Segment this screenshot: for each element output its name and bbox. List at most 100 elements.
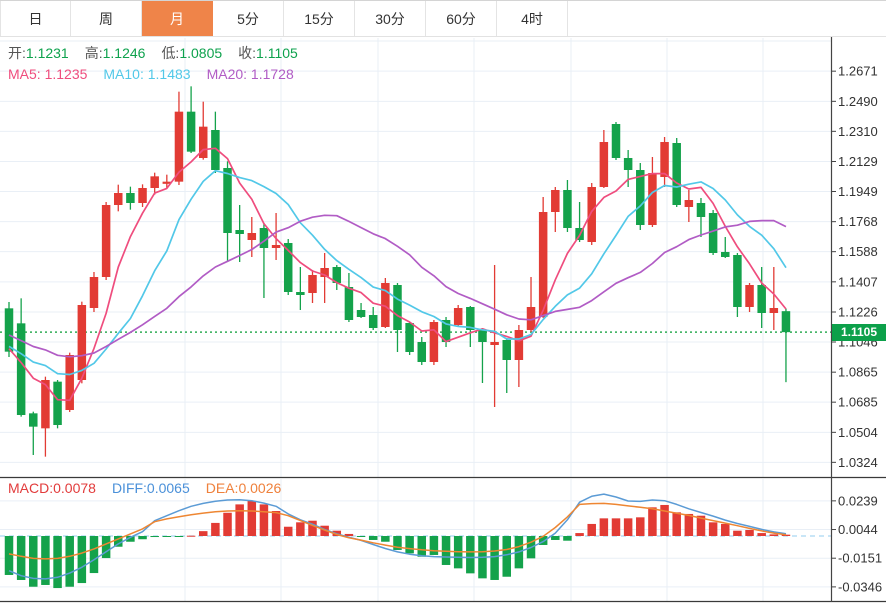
candle-body-60 (733, 255, 742, 307)
candle-body-8 (101, 205, 111, 277)
tab-15分[interactable]: 15分 (284, 1, 355, 36)
tab-日[interactable]: 日 (0, 1, 71, 36)
tab-60分[interactable]: 60分 (426, 1, 497, 36)
y-axis-label: 1.0865 (838, 365, 878, 380)
macd-bar-21 (259, 504, 269, 536)
candle-body-18 (223, 168, 232, 233)
y-axis-label: 1.0685 (838, 395, 878, 410)
macd-bar-29 (356, 536, 366, 537)
candle-body-0 (4, 308, 14, 352)
candle-body-59 (721, 252, 730, 257)
macd-bar-20 (247, 501, 257, 536)
candle-body-6 (77, 305, 87, 380)
macd-bar-57 (696, 515, 706, 536)
macd-bar-35 (429, 536, 439, 555)
y-axis-label: 1.1226 (838, 305, 878, 320)
candle-body-31 (381, 283, 390, 327)
macd-bar-60 (733, 530, 742, 536)
tab-周[interactable]: 周 (71, 1, 142, 36)
macd-bar-25 (308, 520, 317, 536)
macd-bar-22 (271, 511, 281, 536)
macd-bar-40 (490, 536, 499, 580)
macd-bar-5 (65, 536, 74, 587)
macd-bar-48 (587, 523, 596, 536)
macd-bar-34 (417, 536, 427, 557)
candle-body-61 (745, 285, 754, 307)
candle-body-33 (405, 323, 414, 352)
macd-bar-49 (599, 518, 609, 536)
y-axis-label: 1.1407 (838, 274, 878, 289)
gridlines (0, 38, 831, 601)
candle-body-37 (453, 308, 463, 325)
tab-30分[interactable]: 30分 (355, 1, 426, 36)
candle-body-32 (393, 285, 402, 330)
candle-body-12 (150, 176, 159, 188)
y-axis-label: 1.2490 (838, 94, 878, 109)
y-axis-label: 1.0324 (838, 455, 878, 470)
y-axis-label: 0.0239 (838, 493, 878, 508)
macd-bar-23 (283, 526, 293, 536)
macd-bar-56 (684, 513, 694, 536)
y-axis-label: 1.1949 (838, 184, 878, 199)
candle-body-15 (186, 111, 196, 152)
macd-bar-4 (53, 536, 62, 589)
macd-bar-15 (186, 535, 196, 537)
candle-body-48 (587, 187, 596, 242)
candle-body-1 (16, 323, 26, 415)
candle-body-20 (247, 233, 257, 240)
timeframe-tabbar: 日周月 5分 15分 30分 60分 4时 (0, 0, 886, 37)
macd-bar-36 (441, 536, 451, 565)
macd-bar-58 (708, 522, 718, 536)
candle-body-42 (514, 330, 524, 360)
candle-body-10 (126, 193, 135, 203)
macd-bar-41 (502, 536, 511, 577)
ma10-line (8, 169, 787, 376)
macd-bar-8 (101, 536, 111, 559)
macd-bar-14 (174, 536, 184, 537)
macd-bar-28 (344, 533, 354, 536)
macd-bar-6 (77, 536, 87, 584)
candle-body-40 (490, 342, 499, 345)
macd-bar-59 (721, 523, 730, 536)
macd-bar-33 (405, 536, 414, 554)
y-axis-label: 1.2310 (838, 124, 878, 139)
macd-bar-46 (563, 536, 572, 541)
macd-bar-0 (4, 536, 14, 575)
macd-bar-31 (381, 536, 390, 542)
macd-bar-1 (16, 536, 26, 580)
candle-body-3 (41, 380, 50, 429)
macd-bar-32 (393, 536, 402, 550)
candle-body-19 (235, 230, 244, 234)
dea-line (8, 502, 787, 560)
macd-bar-53 (648, 507, 657, 536)
candle-body-43 (526, 307, 536, 330)
tab-5分[interactable]: 5分 (213, 1, 284, 36)
candle-body-53 (648, 173, 657, 225)
macd-bar-2 (29, 536, 38, 587)
candle-body-17 (211, 130, 220, 170)
candle-body-49 (599, 142, 609, 187)
macd-bar-50 (611, 518, 621, 536)
candle-body-26 (320, 268, 329, 277)
y-axis-label: 0.0044 (838, 522, 878, 537)
macd-bar-38 (466, 536, 475, 574)
candle-body-63 (769, 308, 779, 313)
tab-月[interactable]: 月 (142, 1, 213, 36)
macd-bar-3 (41, 536, 50, 585)
macd-bar-51 (623, 518, 633, 536)
macd-bar-45 (551, 536, 560, 540)
y-axis-label: -0.0151 (838, 551, 882, 566)
macd-bar-30 (368, 536, 378, 540)
macd-bar-61 (745, 529, 754, 536)
candle-body-58 (708, 213, 718, 253)
candle-body-39 (478, 330, 487, 342)
ma20-line (8, 214, 787, 358)
macd-bar-55 (672, 512, 681, 536)
macd-bar-9 (114, 536, 123, 547)
y-axis-label: -0.0346 (838, 579, 882, 594)
candle-body-56 (684, 200, 694, 207)
macd-bar-19 (235, 504, 244, 536)
tab-4时[interactable]: 4时 (497, 1, 568, 36)
